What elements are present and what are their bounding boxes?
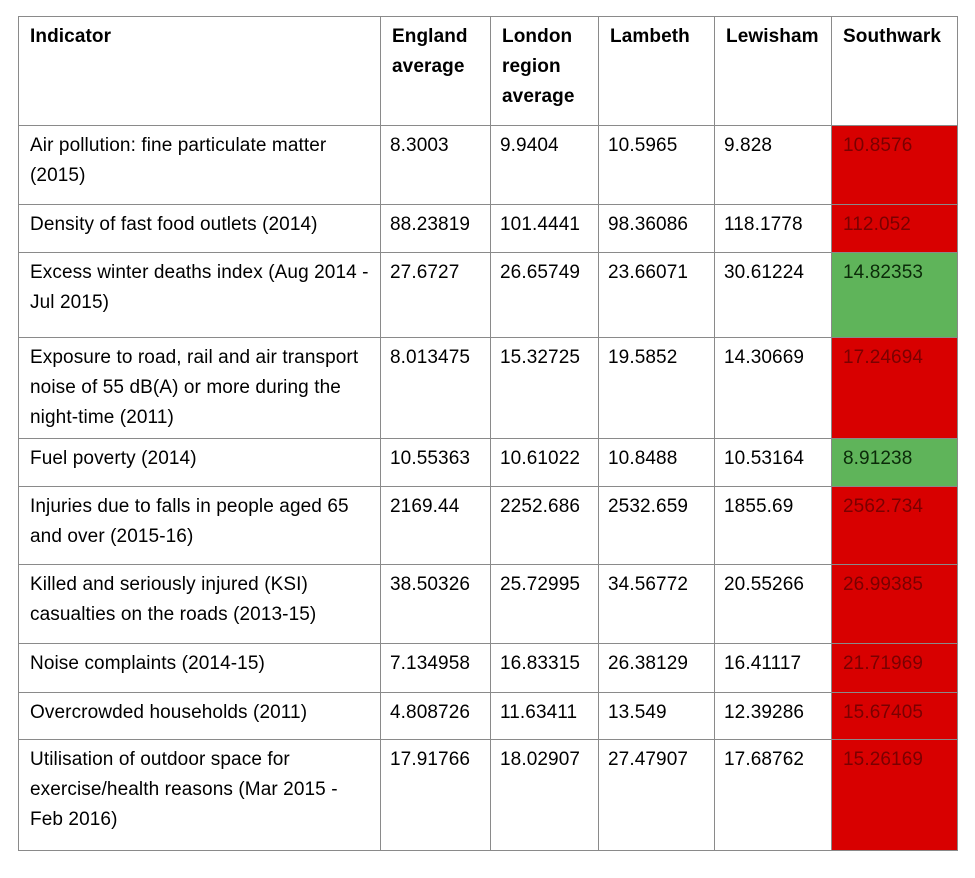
cell-london: 9.9404 [490,125,599,205]
cell-england: 8.3003 [380,125,491,205]
cell-england: 2169.44 [380,486,491,565]
column-header-indicator: Indicator [18,16,381,126]
cell-england: 10.55363 [380,438,491,487]
cell-lewisham: 118.1778 [714,204,832,253]
table-row: Exposure to road, rail and air transport… [18,337,958,439]
cell-indicator: Excess winter deaths index (Aug 2014 - J… [18,252,381,338]
cell-lewisham: 1855.69 [714,486,832,565]
cell-england: 27.6727 [380,252,491,338]
cell-london: 2252.686 [490,486,599,565]
cell-southwark: 21.71969 [831,643,958,693]
cell-indicator: Fuel poverty (2014) [18,438,381,487]
cell-indicator: Air pollution: fine particulate matter (… [18,125,381,205]
cell-southwark: 112.052 [831,204,958,253]
cell-indicator: Overcrowded households (2011) [18,692,381,740]
cell-indicator: Density of fast food outlets (2014) [18,204,381,253]
cell-lewisham: 14.30669 [714,337,832,439]
cell-lewisham: 10.53164 [714,438,832,487]
cell-indicator: Noise complaints (2014-15) [18,643,381,693]
cell-southwark: 10.8576 [831,125,958,205]
cell-lewisham: 30.61224 [714,252,832,338]
cell-england: 38.50326 [380,564,491,644]
table-row: Killed and seriously injured (KSI) casua… [18,564,958,644]
cell-southwark: 26.99385 [831,564,958,644]
cell-london: 18.02907 [490,739,599,851]
cell-southwark: 15.26169 [831,739,958,851]
table-row: Injuries due to falls in people aged 65 … [18,486,958,565]
cell-lewisham: 12.39286 [714,692,832,740]
cell-lambeth: 10.8488 [598,438,715,487]
table-row: Utilisation of outdoor space for exercis… [18,739,958,851]
cell-london: 10.61022 [490,438,599,487]
cell-lambeth: 10.5965 [598,125,715,205]
cell-england: 8.013475 [380,337,491,439]
indicators-table: Indicator England average London region … [18,16,958,851]
cell-lambeth: 19.5852 [598,337,715,439]
cell-lambeth: 34.56772 [598,564,715,644]
cell-lambeth: 26.38129 [598,643,715,693]
cell-lewisham: 17.68762 [714,739,832,851]
cell-southwark: 2562.734 [831,486,958,565]
table-header-row: Indicator England average London region … [18,16,958,126]
table-row: Density of fast food outlets (2014) 88.23… [18,204,958,253]
cell-london: 25.72995 [490,564,599,644]
cell-london: 11.63411 [490,692,599,740]
cell-lambeth: 2532.659 [598,486,715,565]
cell-indicator: Killed and seriously injured (KSI) casua… [18,564,381,644]
cell-indicator: Injuries due to falls in people aged 65 … [18,486,381,565]
table-row: Air pollution: fine particulate matter (… [18,125,958,205]
cell-lewisham: 16.41117 [714,643,832,693]
cell-england: 7.134958 [380,643,491,693]
cell-lewisham: 9.828 [714,125,832,205]
cell-lewisham: 20.55266 [714,564,832,644]
column-header-lewisham: Lewisham [714,16,832,126]
cell-southwark: 8.91238 [831,438,958,487]
cell-england: 17.91766 [380,739,491,851]
cell-southwark: 14.82353 [831,252,958,338]
table-row: Noise complaints (2014-15) 7.134958 16.833… [18,643,958,693]
cell-london: 101.4441 [490,204,599,253]
column-header-england: England average [380,16,491,126]
cell-london: 26.65749 [490,252,599,338]
table-row: Excess winter deaths index (Aug 2014 - J… [18,252,958,338]
cell-lambeth: 13.549 [598,692,715,740]
cell-lambeth: 23.66071 [598,252,715,338]
cell-london: 16.83315 [490,643,599,693]
cell-england: 4.808726 [380,692,491,740]
table-row: Overcrowded households (2011) 4.808726 11.… [18,692,958,740]
cell-indicator: Exposure to road, rail and air transport… [18,337,381,439]
cell-southwark: 15.67405 [831,692,958,740]
column-header-lambeth: Lambeth [598,16,715,126]
column-header-southwark: Southwark [831,16,958,126]
cell-england: 88.23819 [380,204,491,253]
column-header-london: London region average [490,16,599,126]
cell-southwark: 17.24694 [831,337,958,439]
cell-lambeth: 27.47907 [598,739,715,851]
cell-london: 15.32725 [490,337,599,439]
cell-indicator: Utilisation of outdoor space for exercis… [18,739,381,851]
cell-lambeth: 98.36086 [598,204,715,253]
table-row: Fuel poverty (2014) 10.55363 10.61022 10.84… [18,438,958,487]
